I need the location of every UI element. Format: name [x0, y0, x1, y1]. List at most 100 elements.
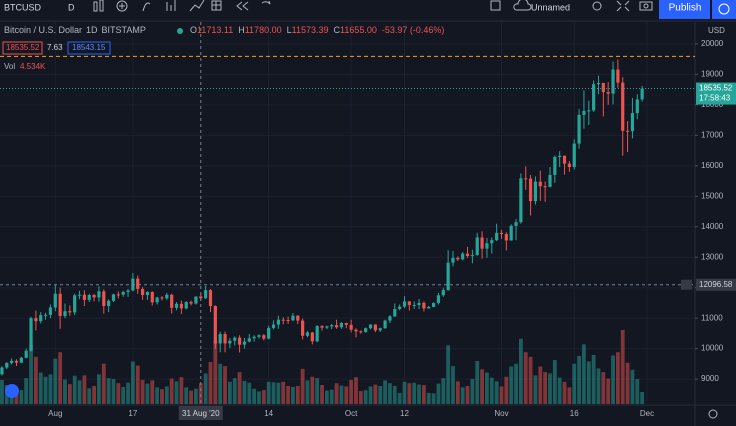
legend-ohlc: O11713.11 H11780.00 L11573.39 C11655.00 -53.… [190, 25, 444, 35]
interval[interactable]: D [68, 2, 75, 12]
volume-bar [378, 385, 383, 404]
volume-bar [451, 366, 455, 404]
layout-name[interactable]: Unnamed [531, 2, 570, 12]
play-button[interactable] [712, 0, 736, 19]
candle-body [422, 302, 426, 309]
volume-bar [58, 352, 63, 404]
volume-bar [121, 386, 126, 404]
symbol[interactable]: BTCUSD [4, 2, 42, 12]
volume-bar [261, 390, 266, 404]
candle-body [325, 326, 329, 328]
candle-body [368, 324, 373, 329]
volume-bar [577, 355, 581, 404]
volume-bar [77, 380, 82, 404]
y-tick-label: 14000 [701, 222, 724, 231]
publish-button[interactable] [659, 0, 710, 19]
candle-body [640, 88, 644, 100]
candle-body [514, 222, 518, 226]
volume-bar [426, 392, 431, 404]
volume-bar [354, 377, 358, 404]
spread: 7.63 [47, 43, 63, 52]
volume-bar [635, 379, 640, 404]
candle-body [92, 295, 96, 298]
volume-bar [116, 383, 121, 404]
volume-bar [164, 386, 169, 404]
volume-bar [596, 368, 601, 404]
ohlc-key: L [287, 25, 292, 35]
candle-body [310, 332, 314, 342]
volume-bar [295, 385, 300, 404]
volume-bar [247, 382, 252, 404]
x-tick-label: 12 [400, 409, 409, 418]
volume-bar [611, 355, 615, 404]
volume-bar [266, 381, 271, 404]
settings-icon[interactable] [708, 409, 718, 419]
ask: 18543.15 [72, 43, 106, 52]
volume-bar [504, 376, 509, 404]
volume-bar [640, 391, 645, 404]
legend-title: Bitcoin / U.S. Dollar 1D BITSTAMP [4, 25, 146, 35]
volume-bar [417, 384, 421, 404]
candle-body [252, 336, 256, 339]
logo[interactable] [5, 384, 19, 398]
candle-body [485, 243, 489, 249]
candle-body [359, 331, 363, 333]
candle-body [616, 69, 620, 83]
volume-bar [514, 363, 518, 404]
candle-body [587, 110, 591, 112]
toolbar [0, 0, 736, 21]
toolbar-icons[interactable] [93, 0, 653, 12]
y-tick-label: 13000 [701, 252, 724, 261]
volume-bar [349, 379, 354, 404]
y-tick-label: 16000 [701, 161, 724, 170]
candle-body [373, 324, 377, 331]
volume-bar [198, 383, 203, 404]
candle-body [630, 113, 635, 132]
candle-body [291, 315, 295, 321]
volume-bar [538, 366, 543, 404]
volume-bar [281, 381, 286, 404]
countdown-label: 17:58:43 [699, 94, 731, 103]
volume-bar [334, 383, 339, 404]
legend-exchange: BITSTAMP [102, 25, 146, 35]
candle-body [107, 300, 111, 306]
candle-body [465, 253, 470, 257]
plot-area [0, 22, 736, 426]
volume-bar [179, 377, 184, 404]
volume-bar [43, 376, 48, 404]
y-tick-label: 11000 [701, 313, 723, 322]
candle-body [320, 326, 324, 328]
volume-bar [392, 385, 397, 404]
bid-box [2, 41, 43, 55]
candle-body [136, 278, 140, 289]
candle-body [121, 291, 125, 295]
candle-body [378, 328, 382, 331]
candle-body [606, 92, 610, 94]
volume-bar [310, 376, 315, 404]
volume-bar [97, 374, 101, 404]
candle-body [349, 324, 353, 330]
volume-bar [518, 338, 523, 404]
crosshair-x-box [178, 406, 223, 420]
candle-body [364, 328, 368, 332]
ohlc-key: C [333, 25, 340, 35]
vol-label: Vol [4, 62, 15, 71]
candle-body [208, 290, 213, 306]
candle-body [29, 318, 33, 351]
volume-bar [257, 391, 261, 404]
publish-label[interactable]: Publish [669, 3, 702, 14]
candle-body [407, 301, 411, 306]
volume-bar [499, 386, 504, 404]
candle-body [635, 99, 639, 114]
volume-bar [291, 386, 295, 404]
candle-body [398, 306, 402, 310]
volume-bar [557, 377, 562, 404]
candle-body [334, 325, 339, 328]
volume-bar [135, 365, 140, 404]
volume-bar [315, 378, 320, 404]
candle-body [199, 296, 203, 299]
candle-body [14, 360, 19, 363]
candle-body [165, 294, 169, 299]
candle-body [68, 311, 72, 313]
